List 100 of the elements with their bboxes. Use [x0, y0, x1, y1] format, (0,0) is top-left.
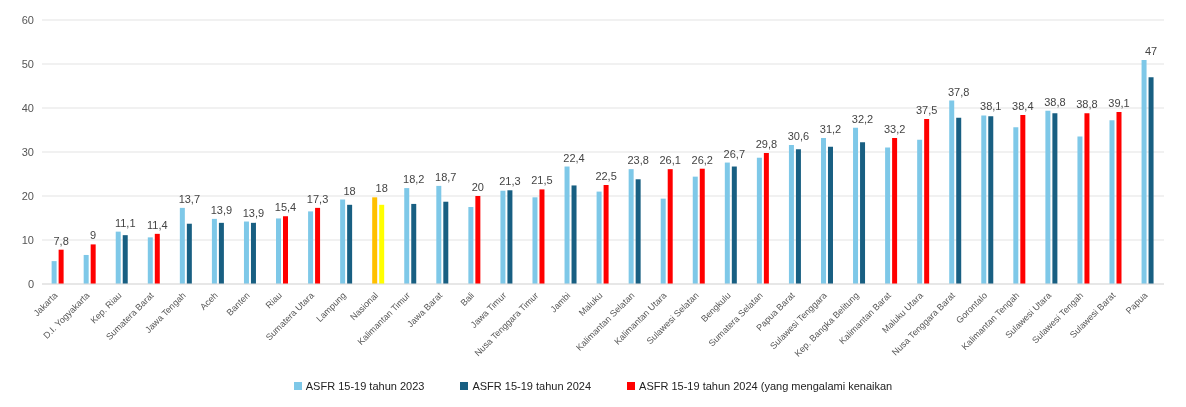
bar: [628, 169, 634, 284]
bar: [115, 231, 121, 284]
bar: [147, 237, 153, 284]
bar: [917, 139, 923, 284]
bar: [154, 233, 160, 284]
data-label: 32,2: [851, 112, 874, 125]
bar: [956, 117, 962, 284]
data-label: 13,9: [210, 203, 233, 216]
data-label: 11,1: [114, 216, 136, 229]
bar: [603, 185, 609, 284]
bar: [315, 207, 321, 284]
bar: [885, 147, 891, 284]
bar: [340, 199, 346, 284]
bar: [308, 211, 314, 284]
bar: [667, 169, 673, 284]
data-label: 38,1: [980, 100, 1002, 113]
bar: [692, 176, 698, 284]
bar: [179, 207, 185, 284]
data-label: 21,3: [499, 175, 521, 188]
bar: [436, 185, 442, 284]
y-tick-label: 30: [21, 145, 34, 158]
bar: [1045, 110, 1051, 284]
data-label: 21,5: [531, 174, 553, 187]
data-label: 11,4: [146, 218, 168, 231]
y-tick-label: 10: [21, 233, 34, 246]
data-label: 9: [90, 229, 97, 242]
bar: [507, 190, 513, 284]
data-label: 33,2: [883, 122, 906, 135]
y-tick-label: 50: [21, 57, 34, 70]
bar: [411, 203, 417, 284]
y-tick-label: 0: [27, 277, 34, 290]
bar: [763, 152, 769, 284]
bar: [981, 115, 987, 284]
data-label: 18,7: [435, 170, 457, 183]
bar: [1020, 115, 1026, 284]
bar: [1109, 120, 1115, 284]
data-label: 30,6: [787, 129, 810, 142]
data-label: 38,8: [1076, 98, 1098, 111]
bar: [949, 100, 955, 284]
data-label: 23,8: [627, 154, 649, 167]
bar: [827, 146, 833, 284]
bar: [211, 218, 217, 284]
bar: [596, 191, 602, 284]
bar: [892, 137, 898, 284]
data-label: 31,2: [819, 122, 842, 135]
bar: [699, 168, 705, 284]
bar: [1077, 136, 1083, 284]
bar: [500, 190, 506, 284]
data-label: 17,3: [306, 192, 329, 205]
bar: [1052, 113, 1058, 284]
bar: [571, 185, 577, 284]
bar: [724, 162, 730, 284]
data-label: 13,7: [178, 192, 201, 205]
legend-label: ASFR 15-19 tahun 2023: [305, 380, 425, 392]
data-label: 26,1: [659, 154, 681, 167]
bar: [756, 157, 762, 284]
bar: [1116, 111, 1122, 284]
data-label: 18,2: [403, 173, 425, 186]
y-tick-label: 60: [21, 13, 34, 26]
bar: [283, 216, 289, 284]
bar: [795, 149, 801, 284]
data-label: 20: [471, 181, 484, 193]
data-label: 39,1: [1108, 96, 1130, 109]
bar: [788, 144, 794, 284]
data-label: 18: [343, 184, 356, 197]
bar: [988, 116, 994, 284]
bar: [539, 189, 545, 284]
bar: [90, 244, 96, 284]
bar: [186, 223, 192, 284]
bar: [860, 142, 866, 284]
data-label: 38,8: [1044, 95, 1066, 108]
bar: [1084, 113, 1090, 284]
data-label: 37,5: [915, 104, 938, 116]
bar: [250, 222, 256, 284]
bar: [379, 204, 385, 284]
bar: [83, 254, 89, 284]
bar: [635, 179, 641, 284]
bar: [853, 127, 859, 284]
bar: [404, 188, 410, 284]
legend-label: ASFR 15-19 tahun 2024 (yang mengalami kenaikan: [639, 380, 893, 392]
bar: [468, 207, 474, 284]
bar: [1141, 60, 1147, 284]
bar: [58, 249, 64, 284]
bar: [1148, 77, 1154, 284]
data-label: 15,4: [274, 201, 297, 214]
legend-label: ASFR 15-19 tahun 2024: [472, 380, 592, 392]
data-label: 13,9: [242, 206, 265, 219]
bar: [347, 204, 353, 284]
data-label: 47: [1144, 45, 1158, 58]
data-label: 18: [375, 182, 388, 195]
bar: [475, 196, 481, 284]
bar: [660, 198, 666, 284]
x-tick-label: Bali: [458, 290, 477, 309]
y-tick-label: 40: [21, 101, 34, 114]
data-label: 29,8: [755, 137, 778, 150]
bar: [51, 261, 57, 284]
bar: [218, 222, 224, 284]
bar: [564, 166, 570, 284]
bar: [372, 197, 378, 284]
y-tick-label: 20: [21, 189, 34, 202]
